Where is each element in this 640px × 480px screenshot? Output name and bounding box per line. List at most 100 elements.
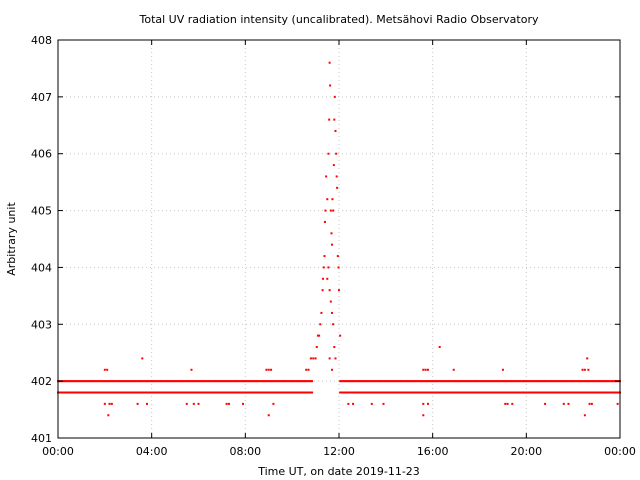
data-point <box>471 391 474 394</box>
data-point <box>430 391 433 394</box>
data-point <box>220 391 223 394</box>
data-point <box>345 391 348 394</box>
data-point <box>107 380 110 383</box>
data-point <box>130 391 133 394</box>
data-point <box>506 402 509 405</box>
data-point <box>339 334 342 337</box>
data-point <box>155 391 158 394</box>
data-point <box>434 380 437 383</box>
data-point <box>541 391 544 394</box>
data-point <box>73 380 76 383</box>
data-point <box>247 391 250 394</box>
data-point <box>593 380 596 383</box>
data-point <box>375 391 378 394</box>
data-point <box>76 391 79 394</box>
data-point <box>394 391 397 394</box>
data-point <box>123 380 126 383</box>
data-point <box>360 380 363 383</box>
data-point <box>421 391 424 394</box>
x-tick-label: 12:00 <box>323 445 355 458</box>
data-point <box>299 391 302 394</box>
data-point <box>153 391 156 394</box>
data-point <box>208 380 211 383</box>
data-point <box>93 380 96 383</box>
data-point <box>356 391 359 394</box>
data-point <box>167 391 170 394</box>
data-point <box>587 368 590 371</box>
data-point <box>236 391 239 394</box>
data-point <box>145 380 148 383</box>
data-point <box>133 391 136 394</box>
data-point <box>343 391 346 394</box>
data-point <box>524 391 527 394</box>
data-point <box>241 402 244 405</box>
data-point <box>107 414 110 417</box>
data-point <box>449 391 452 394</box>
data-point <box>602 380 605 383</box>
data-point <box>347 402 350 405</box>
data-point <box>225 402 228 405</box>
data-point <box>405 380 408 383</box>
data-point <box>291 380 294 383</box>
data-point <box>120 391 123 394</box>
data-point <box>329 84 332 87</box>
data-point <box>342 391 345 394</box>
data-point <box>227 391 230 394</box>
data-point <box>222 391 225 394</box>
data-point <box>425 380 428 383</box>
data-point <box>394 380 397 383</box>
data-point <box>362 391 365 394</box>
data-point <box>556 380 559 383</box>
data-point <box>210 391 213 394</box>
data-point <box>451 380 454 383</box>
data-point <box>503 380 506 383</box>
data-point <box>393 391 396 394</box>
data-point <box>525 391 528 394</box>
data-point <box>193 380 196 383</box>
data-point <box>384 380 387 383</box>
data-point <box>114 380 117 383</box>
data-point <box>546 380 549 383</box>
data-point <box>418 391 421 394</box>
data-point <box>334 357 337 360</box>
data-point <box>150 380 153 383</box>
data-point <box>470 380 473 383</box>
data-point <box>437 391 440 394</box>
data-point <box>470 391 473 394</box>
data-point <box>100 391 103 394</box>
data-point <box>397 380 400 383</box>
data-point <box>105 380 108 383</box>
data-point <box>299 380 302 383</box>
data-point <box>92 380 95 383</box>
data-point <box>446 380 449 383</box>
data-point <box>450 391 453 394</box>
data-point <box>453 391 456 394</box>
data-point <box>110 380 113 383</box>
data-point <box>285 380 288 383</box>
data-point <box>185 380 188 383</box>
data-point <box>436 391 439 394</box>
data-point <box>103 402 106 405</box>
data-point <box>353 380 356 383</box>
data-point <box>432 380 435 383</box>
data-point <box>463 380 466 383</box>
data-point <box>119 391 122 394</box>
data-point <box>437 380 440 383</box>
data-point <box>595 391 598 394</box>
data-point <box>537 380 540 383</box>
data-point <box>250 391 253 394</box>
data-point <box>361 380 364 383</box>
data-point <box>225 380 228 383</box>
data-point <box>302 391 305 394</box>
data-point <box>58 391 61 394</box>
data-point <box>442 380 445 383</box>
data-point <box>335 175 338 178</box>
data-point <box>226 391 229 394</box>
data-point <box>370 380 373 383</box>
data-point <box>548 391 551 394</box>
data-point <box>143 380 146 383</box>
data-point <box>398 380 401 383</box>
data-point <box>494 380 497 383</box>
data-point <box>471 380 474 383</box>
data-point <box>229 391 232 394</box>
